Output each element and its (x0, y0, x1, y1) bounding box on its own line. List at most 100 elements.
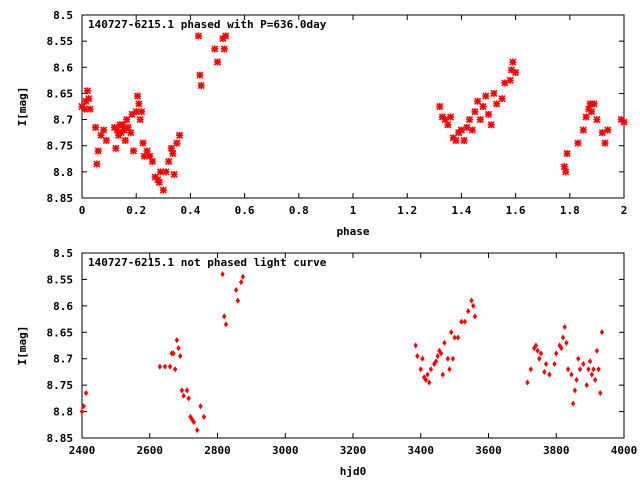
data-point (211, 45, 219, 53)
data-point (579, 126, 587, 134)
data-point (543, 360, 549, 368)
data-point (563, 149, 571, 158)
data-point (586, 366, 591, 373)
y-tick-label: 8.7 (53, 114, 73, 127)
chart-title: 140727-6215.1 not phased light curve (88, 256, 327, 269)
data-point (170, 170, 178, 179)
data-point (223, 321, 229, 328)
data-point (509, 58, 517, 66)
data-point (596, 366, 601, 373)
y-axis-label: I[mag] (16, 87, 29, 127)
data-point (444, 121, 452, 129)
data-point (542, 368, 547, 375)
y-tick-label: 8.5 (53, 247, 73, 260)
data-point (620, 118, 628, 126)
data-point (123, 116, 131, 124)
data-point (599, 329, 605, 336)
data-point (455, 334, 461, 341)
data-point (533, 342, 539, 349)
data-point (415, 353, 420, 360)
data-point (440, 371, 445, 378)
data-point (476, 116, 484, 124)
data-point (167, 363, 173, 370)
data-point (413, 342, 418, 349)
data-point (79, 408, 85, 415)
y-tick-label: 8.65 (47, 326, 74, 339)
data-point (120, 126, 128, 134)
data-point (423, 376, 429, 383)
data-point (128, 110, 136, 118)
data-point (194, 32, 203, 40)
data-point (447, 366, 452, 373)
data-point (452, 334, 457, 341)
data-point (487, 121, 495, 129)
data-series (79, 271, 605, 434)
data-point (129, 147, 138, 155)
y-tick-label: 8.65 (47, 87, 74, 100)
data-point (197, 82, 205, 90)
chart-panel-1: 0 0.2 0.4 0.6 0.8 1 1.2 1.4 1.6 1.8 2 8.5 8.55 8.6 8.6… (16, 9, 628, 238)
data-point (450, 355, 456, 362)
x-tick-label: 2800 (204, 444, 231, 457)
data-point (155, 178, 163, 186)
data-point (528, 366, 534, 373)
data-point (196, 71, 204, 79)
data-point (178, 353, 183, 360)
data-point (446, 113, 455, 121)
data-point (135, 100, 143, 108)
data-point (560, 163, 568, 171)
data-point (179, 387, 185, 394)
data-point (593, 376, 598, 383)
data-point (97, 131, 105, 139)
data-point (139, 139, 147, 147)
data-point (428, 366, 434, 373)
x-tick-label: 1 (350, 204, 357, 217)
x-tick-label: 1.6 (506, 204, 526, 217)
data-point (591, 366, 596, 373)
data-point (213, 58, 222, 66)
data-point (191, 419, 196, 426)
data-point (552, 360, 557, 368)
data-point (143, 147, 151, 155)
data-point (484, 110, 493, 118)
data-point (167, 144, 175, 152)
x-tick-label: 3400 (408, 444, 435, 457)
data-point (86, 105, 94, 113)
data-point (176, 345, 181, 352)
data-point (420, 355, 425, 362)
data-point (233, 286, 239, 294)
x-tick-label: 0.6 (235, 204, 255, 217)
data-point (442, 339, 447, 346)
x-tick-label: 0.2 (126, 204, 146, 217)
data-point (121, 136, 129, 145)
data-point (240, 273, 246, 280)
data-point (174, 337, 180, 344)
data-point (154, 176, 162, 184)
data-point (449, 329, 454, 336)
data-point (171, 350, 176, 357)
x-axis-label: phase (336, 225, 369, 238)
data-point (136, 116, 144, 124)
data-point (140, 152, 148, 160)
data-point (435, 353, 440, 360)
data-point (198, 403, 203, 410)
y-tick-label: 8.85 (47, 192, 74, 205)
data-point (512, 68, 520, 77)
data-point (159, 186, 167, 194)
data-point (102, 136, 110, 145)
x-tick-label: 1.2 (397, 204, 417, 217)
data-point (468, 126, 476, 134)
y-tick-label: 8.7 (53, 353, 73, 366)
data-point (562, 168, 570, 176)
y-tick-label: 8.8 (53, 166, 73, 179)
data-point (584, 382, 589, 389)
data-point (127, 129, 135, 137)
data-point (474, 97, 482, 105)
data-point (222, 313, 227, 320)
data-point (589, 371, 594, 378)
data-point (565, 366, 571, 373)
data-point (525, 379, 530, 386)
y-tick-label: 8.85 (47, 432, 74, 445)
